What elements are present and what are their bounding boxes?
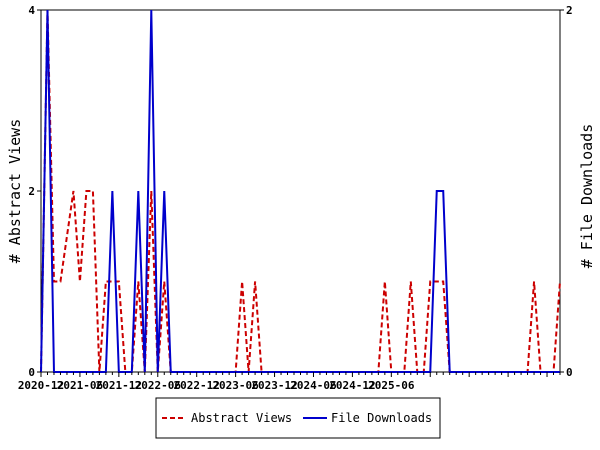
x-tick-label: 2024-06 bbox=[290, 379, 337, 392]
x-tick-label: 2022-06 bbox=[135, 379, 182, 392]
left-tick-label: 4 bbox=[28, 4, 35, 17]
left-tick-label: 2 bbox=[28, 185, 35, 198]
right-axis: 02 bbox=[560, 4, 573, 379]
left-axis: 0 2 4 bbox=[28, 4, 41, 379]
legend: Abstract Views File Downloads bbox=[155, 397, 441, 439]
x-tick-label: 2021-12 bbox=[96, 379, 142, 392]
x-axis: 2020-122021-062021-122022-062022-122023-… bbox=[18, 372, 561, 392]
left-tick-label: 0 bbox=[28, 366, 35, 379]
legend-label-file-downloads: File Downloads bbox=[331, 411, 432, 425]
x-tick-label: 2025-06 bbox=[368, 379, 415, 392]
plot-area bbox=[40, 9, 561, 373]
legend-box bbox=[155, 397, 441, 439]
x-tick-label: 2023-12 bbox=[251, 379, 297, 392]
legend-label-abstract-views: Abstract Views bbox=[191, 411, 292, 425]
right-tick-label: 2 bbox=[566, 4, 573, 17]
x-tick-label: 2020-12 bbox=[18, 379, 64, 392]
right-axis-title: # File Downloads bbox=[578, 124, 596, 269]
left-axis-title: # Abstract Views bbox=[6, 119, 24, 264]
x-tick-label: 2022-12 bbox=[174, 379, 220, 392]
x-tick-label: 2024-12 bbox=[329, 379, 375, 392]
right-tick-label: 0 bbox=[566, 366, 573, 379]
x-tick-label: 2021-06 bbox=[57, 379, 104, 392]
x-tick-label: 2023-06 bbox=[212, 379, 259, 392]
